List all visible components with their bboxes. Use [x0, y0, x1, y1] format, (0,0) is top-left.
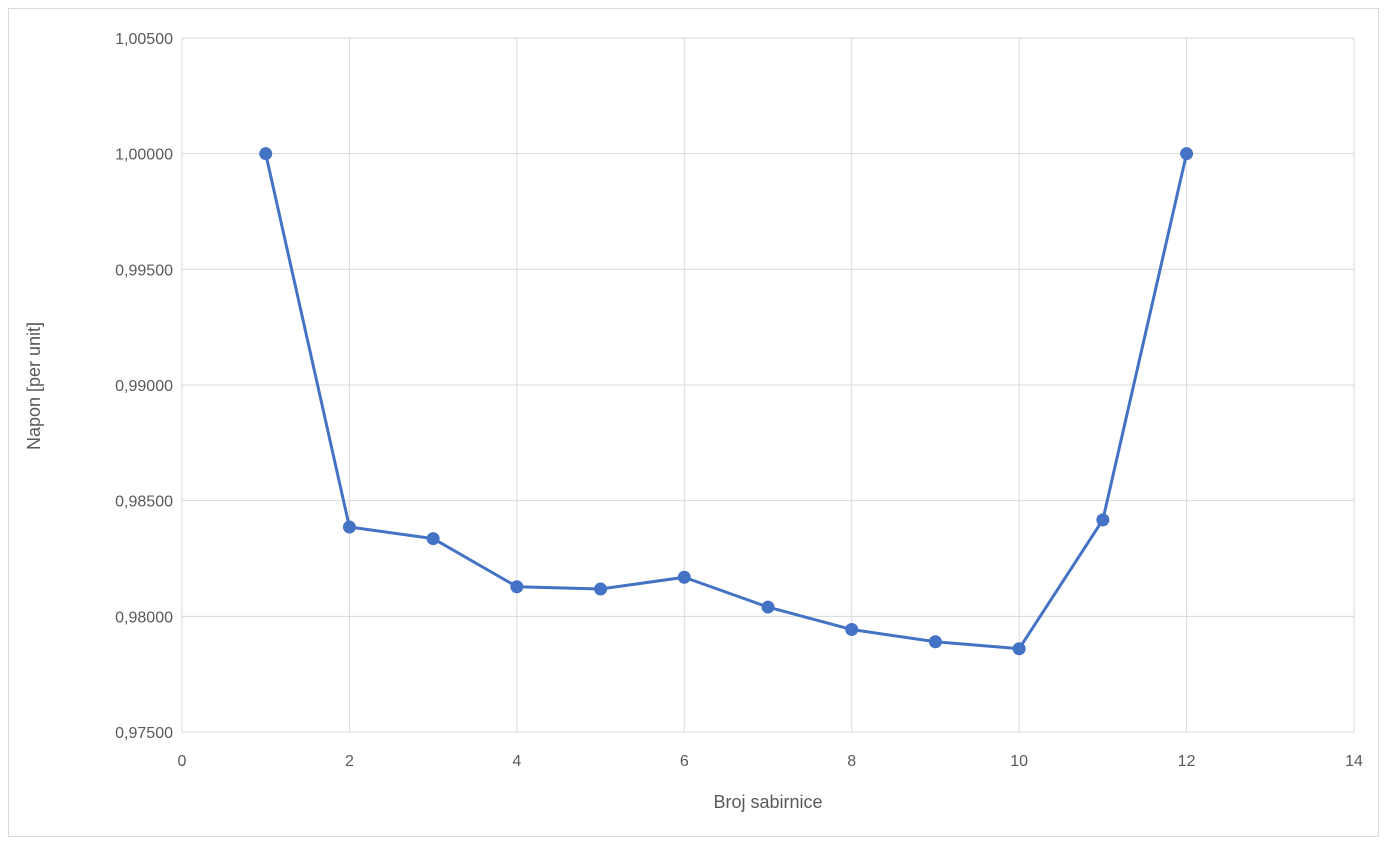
data-point [426, 532, 440, 546]
x-tick-label: 2 [345, 753, 354, 770]
series-line [264, 153, 1189, 651]
data-point [761, 600, 775, 614]
x-tick-label: 12 [1178, 753, 1196, 770]
data-point [259, 147, 273, 161]
x-tick-label: 14 [1345, 753, 1363, 770]
chart-frame [8, 8, 1379, 837]
data-point [510, 580, 524, 594]
x-tick-label: 0 [178, 753, 187, 770]
data-point [677, 570, 691, 584]
data-point [1096, 513, 1110, 527]
y-tick-label: 0,99000 [115, 378, 173, 395]
y-tick-label: 0,99500 [115, 262, 173, 279]
x-tick-labels: 0 2 4 6 8 10 12 14 [178, 753, 1363, 770]
data-point [1012, 642, 1026, 656]
x-tick-label: 4 [512, 753, 521, 770]
y-tick-label: 1,00000 [115, 147, 173, 164]
y-tick-label: 0,97500 [115, 725, 173, 742]
data-point [1180, 147, 1194, 161]
data-point [928, 635, 942, 649]
series-layer [259, 147, 1194, 656]
y-tick-labels: 0,97500 0,98000 0,98500 0,99000 0,99500 1,000… [115, 31, 173, 742]
x-tick-label: 10 [1010, 753, 1028, 770]
x-tick-label: 8 [847, 753, 856, 770]
y-tick-label: 1,00500 [115, 31, 173, 48]
data-point [342, 520, 356, 534]
grid [181, 37, 1355, 733]
data-point [845, 623, 859, 637]
x-tick-label: 6 [680, 753, 689, 770]
y-tick-label: 0,98500 [115, 494, 173, 511]
y-tick-label: 0,98000 [115, 609, 173, 626]
x-axis-title: Broj sabirnice [713, 792, 822, 812]
data-point [594, 582, 608, 596]
y-axis-title: Napon [per unit] [24, 322, 44, 450]
